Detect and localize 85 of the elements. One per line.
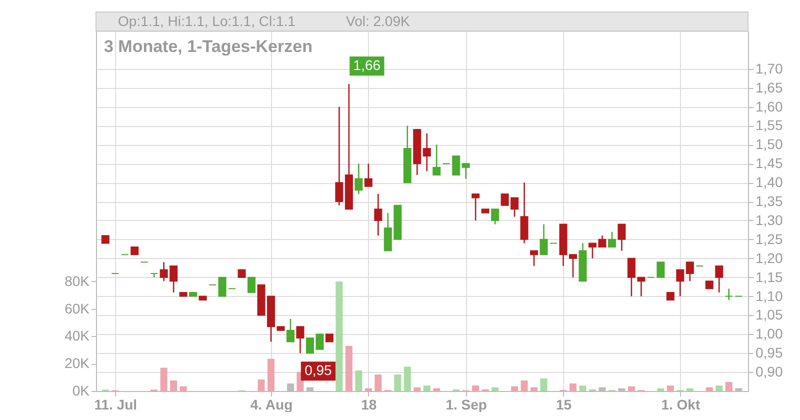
x-tick-label: 1. Okt: [661, 396, 700, 412]
y-tick-label: 1,40: [756, 174, 783, 190]
bar: [355, 370, 362, 391]
y-tick-label: 0,95: [756, 344, 783, 361]
candlestick: [422, 132, 431, 172]
bar: [579, 386, 586, 391]
y2-tick-label: 80K: [64, 272, 90, 289]
chart-title: 3 Monate, 1-Tages-Kerzen: [104, 37, 312, 56]
bar: [414, 387, 421, 391]
bar: [570, 383, 576, 391]
y2-tick-label: 20K: [64, 355, 90, 372]
candlestick: [491, 208, 500, 225]
bar: [725, 382, 732, 391]
annotation: 1,66: [353, 57, 381, 74]
bar: [540, 378, 548, 391]
y-tick-label: 1,70: [756, 60, 783, 76]
bar: [657, 388, 664, 391]
candlestick: [472, 193, 480, 222]
x-tick-label: 11. Jul: [94, 396, 138, 412]
candlestick: [676, 269, 684, 297]
candlestick: [452, 156, 460, 176]
bar: [404, 366, 411, 391]
y2-tick-label: 60K: [64, 300, 90, 316]
candlestick: [608, 231, 616, 248]
y2-tick-label: 40K: [64, 328, 90, 344]
candlestick: [462, 162, 470, 180]
candlestick: [530, 250, 538, 267]
bar: [706, 387, 713, 391]
y-tick-label: 1,60: [756, 98, 783, 114]
bar: [520, 380, 528, 391]
bar: [258, 380, 265, 391]
x-tick-label: 18: [361, 396, 377, 412]
candlestick: [296, 326, 304, 354]
y-tick-label: 1,05: [756, 306, 783, 323]
y-tick-label: 1,55: [756, 117, 783, 134]
y2-tick-label: 0K: [72, 382, 90, 398]
bar: [336, 281, 343, 391]
bar: [628, 386, 635, 391]
y-tick-label: 1,15: [756, 268, 783, 285]
y-tick-label: 1,50: [756, 136, 783, 152]
candlestick: [724, 288, 733, 301]
bar: [511, 386, 518, 391]
candlestick: [374, 193, 382, 236]
y-tick-label: 0,90: [756, 364, 783, 380]
candlestick: [540, 224, 548, 256]
candlestick: [286, 318, 294, 342]
y-tick-label: 1,65: [756, 79, 783, 96]
y-tick-label: 1,10: [756, 288, 783, 304]
y-tick-label: 1,25: [756, 230, 783, 247]
bar: [492, 387, 499, 391]
bar: [530, 387, 538, 391]
candlestick: [248, 276, 256, 293]
bar: [364, 388, 372, 391]
candlestick: [335, 106, 344, 206]
candlestick: [715, 265, 724, 294]
candlestick: [656, 262, 665, 278]
bar: [433, 388, 440, 391]
candlestick: [520, 182, 528, 244]
bar: [160, 368, 168, 391]
candlestick: [218, 276, 226, 297]
bar: [472, 386, 480, 391]
candlestick: [618, 224, 626, 252]
candlestick: [432, 144, 441, 176]
bar: [666, 386, 674, 391]
candlestick: [364, 162, 372, 188]
candlestick: [354, 162, 363, 195]
bar: [686, 388, 694, 391]
bar: [423, 386, 430, 391]
text: Vol: 2.09K: [346, 13, 410, 29]
bar: [716, 386, 723, 391]
bar: [374, 374, 382, 391]
y-tick-label: 1,45: [756, 155, 783, 172]
y-tick-label: 1,00: [756, 326, 783, 342]
y-tick-label: 1,20: [756, 250, 783, 266]
text: Op:1.1, Hi:1.1, Lo:1.1, Cl:1.1: [118, 13, 296, 29]
y-tick-label: 1,30: [756, 212, 783, 228]
bar: [268, 358, 274, 391]
bar: [394, 374, 402, 391]
annotation: 0,95: [304, 362, 332, 378]
y-tick-label: 1,35: [756, 193, 783, 210]
x-tick-label: 15: [556, 396, 572, 412]
bar: [345, 346, 352, 391]
bar: [180, 386, 187, 391]
bar: [170, 380, 178, 391]
candlestick: [686, 262, 694, 282]
